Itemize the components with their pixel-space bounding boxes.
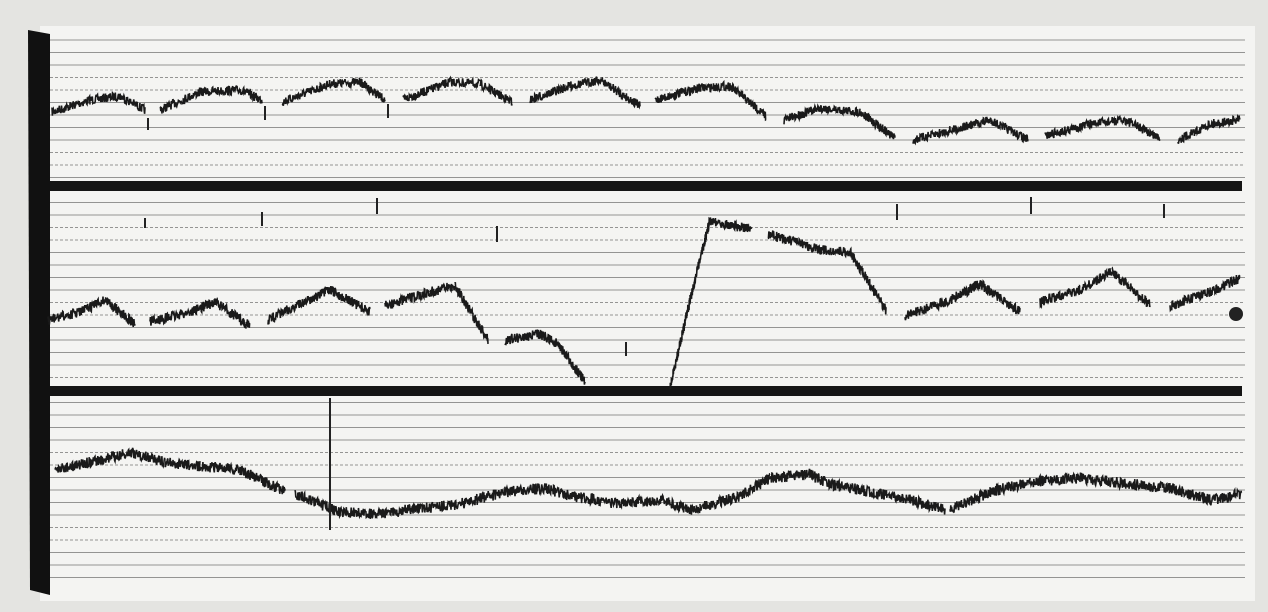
- trace: [1044, 115, 1161, 142]
- trace: [294, 483, 571, 520]
- trace: [949, 471, 1243, 514]
- trace: [54, 447, 286, 495]
- traces: [47, 75, 1243, 530]
- trace: [767, 230, 887, 315]
- trace: [654, 79, 767, 122]
- trace: [1177, 113, 1241, 144]
- trace: [504, 329, 586, 385]
- trace: [51, 90, 146, 116]
- trace: [149, 297, 251, 329]
- trace: [384, 281, 489, 344]
- trace: [904, 279, 1021, 321]
- separator: [50, 386, 1242, 396]
- ink-blot: [1229, 307, 1243, 321]
- trace: [529, 76, 641, 110]
- trace: [1169, 274, 1241, 313]
- trace: [912, 116, 1029, 146]
- trace: [402, 75, 513, 106]
- trace: [281, 77, 386, 107]
- trace: [267, 285, 371, 325]
- trace: [1039, 266, 1151, 310]
- trace: [159, 85, 263, 114]
- separator: [50, 181, 1242, 191]
- trace: [47, 296, 136, 327]
- trace: [783, 103, 896, 140]
- trace: [569, 468, 946, 515]
- left-edge-bar: [28, 30, 50, 595]
- trace: [669, 216, 753, 390]
